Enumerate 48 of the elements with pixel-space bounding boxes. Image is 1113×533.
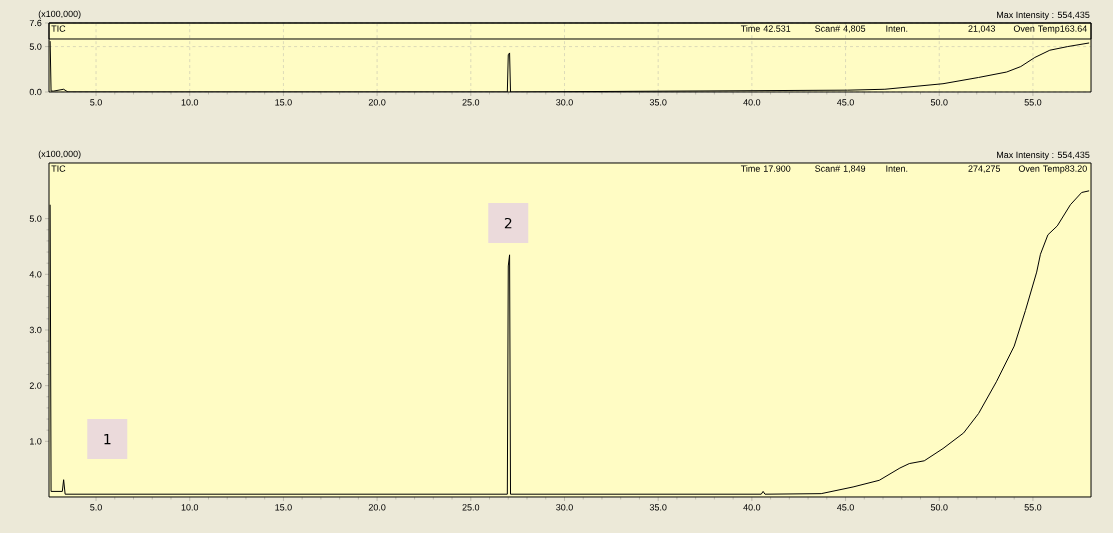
- x-tick-label: 55.0: [1024, 504, 1042, 511]
- y-axis-title: (x100,000): [38, 150, 81, 159]
- x-tick-label: 25.0: [462, 99, 480, 106]
- x-tick-label: 45.0: [837, 99, 854, 106]
- annotation: 2: [504, 217, 512, 229]
- x-tick-label: 25.0: [462, 504, 480, 511]
- x-tick-label: 35.0: [649, 504, 667, 511]
- x-tick-label: 35.0: [649, 99, 667, 106]
- x-tick-label: 40.0: [743, 504, 761, 511]
- annotation: Oven Temp83.20: [1018, 165, 1087, 174]
- y-tick-label: 1.0: [30, 438, 42, 445]
- x-tick-label: 10.0: [181, 99, 199, 106]
- x-tick-label: 20.0: [368, 504, 386, 511]
- annotation: Oven Temp163.64: [1013, 25, 1087, 34]
- y-tick-label: 4.0: [29, 271, 42, 278]
- annotation: Scan# 1,849: [815, 165, 866, 173]
- x-tick-label: 15.0: [275, 504, 292, 511]
- y-tick-label: 3.0: [29, 326, 42, 334]
- x-tick-label: 40.0: [743, 99, 761, 106]
- x-tick-label: 50.0: [930, 504, 948, 511]
- annotation: 1: [104, 434, 111, 445]
- y-tick-label: 0.0: [29, 88, 42, 96]
- y-tick-label: 5.0: [29, 43, 42, 50]
- annotation: Time 17.900: [740, 165, 791, 172]
- x-tick-label: 55.0: [1024, 99, 1042, 106]
- annotation: Time 42.531: [740, 25, 791, 32]
- annotation: 21,043: [968, 25, 996, 33]
- y-tick-label: 2.0: [29, 382, 42, 389]
- text: Max Intensity : 554,435: [997, 11, 1090, 20]
- annotation: Inten.: [886, 25, 908, 32]
- annotation: 274,275: [968, 165, 1001, 173]
- x-tick-label: 30.0: [556, 504, 573, 511]
- x-tick-label: 5.0: [90, 99, 102, 106]
- x-tick-label: 30.0: [556, 99, 573, 106]
- text: Max Intensity : 554,435: [997, 151, 1090, 160]
- annotation: Scan# 4,805: [815, 25, 866, 33]
- annotation: TIC: [51, 25, 66, 32]
- y-tick-label: 5.0: [29, 215, 42, 222]
- annotation: TIC: [51, 165, 66, 172]
- x-tick-label: 50.0: [930, 99, 948, 106]
- y-axis-title: (x100,000): [38, 10, 81, 19]
- x-tick-label: 5.0: [90, 504, 102, 511]
- x-tick-label: 45.0: [837, 504, 854, 511]
- x-tick-label: 10.0: [181, 504, 199, 511]
- annotation: Inten.: [886, 165, 908, 172]
- x-tick-label: 20.0: [368, 99, 386, 106]
- x-tick-label: 15.0: [275, 99, 292, 106]
- y-tick-label: 7.6: [29, 19, 42, 27]
